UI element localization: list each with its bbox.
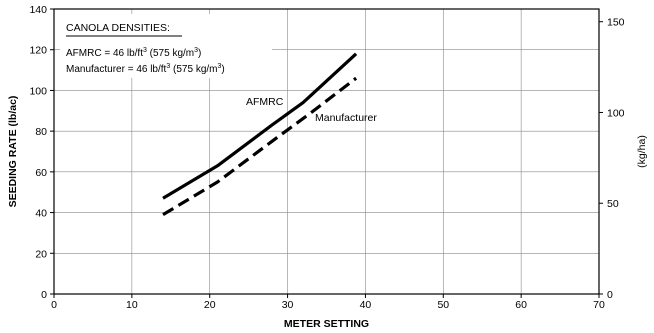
y2-axis-title: (kg/ha) <box>636 135 648 168</box>
x-tick-labels: 0 10 20 30 40 50 60 70 <box>51 299 605 311</box>
x-tick-label: 10 <box>126 299 138 311</box>
y-tick-label: 120 <box>29 45 47 57</box>
series-label-afmrc: AFMRC <box>246 96 284 108</box>
x-tick-label: 70 <box>593 299 605 311</box>
series-group <box>162 52 358 216</box>
axis-ticks <box>50 8 603 298</box>
y2-tick-label: 150 <box>607 17 625 29</box>
x-tick-label: 0 <box>51 299 57 311</box>
series-label-manufacturer: Manufacturer <box>315 112 377 124</box>
y-tick-labels: 0 20 40 60 80 100 120 140 <box>29 4 47 301</box>
legend-line-afmrc: AFMRC = 46 lb/ft3 (575 kg/m3) <box>66 47 201 59</box>
legend-heading: CANOLA DENSITIES: <box>66 22 170 34</box>
y-tick-label: 100 <box>29 85 47 97</box>
plot-frame <box>53 8 600 295</box>
y-tick-label: 40 <box>35 208 47 220</box>
y2-tick-label: 0 <box>607 289 613 301</box>
series-line-afmrc <box>162 52 358 200</box>
y2-tick-labels: 0 50 100 150 <box>607 17 625 301</box>
x-tick-label: 30 <box>282 299 294 311</box>
x-tick-label: 40 <box>360 299 372 311</box>
y-tick-label: 0 <box>41 289 47 301</box>
y-tick-label: 20 <box>35 248 47 260</box>
y-tick-label: 140 <box>29 4 47 16</box>
legend-line-manufacturer: Manufacturer = 46 lb/ft3 (575 kg/m3) <box>66 63 225 75</box>
x-tick-label: 60 <box>515 299 527 311</box>
y-tick-label: 80 <box>35 126 47 138</box>
y-axis-title: SEEDING RATE (lb/ac) <box>7 96 19 208</box>
y-tick-label: 60 <box>35 167 47 179</box>
legend-box: CANOLA DENSITIES: AFMRC = 46 lb/ft3 (575… <box>60 14 272 78</box>
x-tick-label: 20 <box>204 299 216 311</box>
series-line-manufacturer <box>162 76 358 216</box>
x-tick-label: 50 <box>437 299 449 311</box>
y2-tick-label: 100 <box>607 107 625 119</box>
legend-background <box>60 14 272 78</box>
x-axis-title: METER SETTING <box>284 318 369 330</box>
y2-tick-label: 50 <box>607 198 619 210</box>
